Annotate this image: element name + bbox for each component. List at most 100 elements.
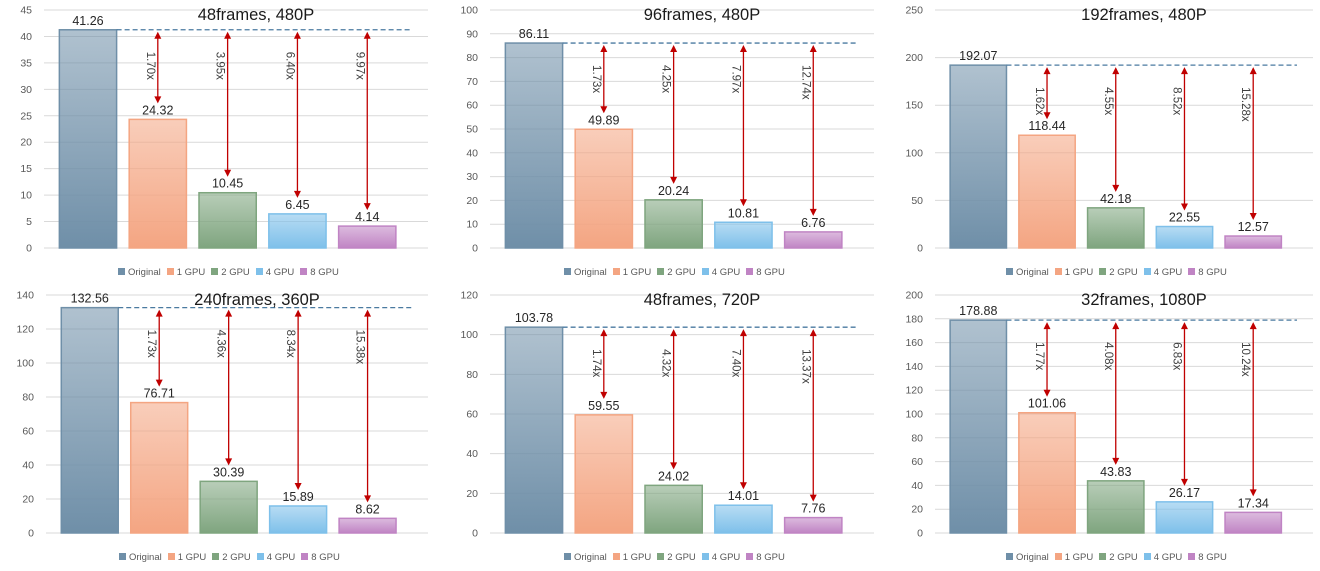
speedup-label: 15.28x <box>1239 87 1251 122</box>
legend-label: 1 GPU <box>622 552 652 563</box>
chart-title: 32frames, 1080P <box>1081 291 1207 309</box>
speedup-label: 4.32x <box>660 349 672 377</box>
arrow-head-down <box>1112 184 1120 192</box>
speedup-label: 3.95x <box>214 52 226 80</box>
speedup-label: 9.97x <box>353 52 365 80</box>
y-tick-label: 180 <box>905 313 923 325</box>
legend-item-original: Original <box>564 552 607 563</box>
bar-value-label: 10.45 <box>212 177 243 191</box>
legend-swatch <box>1099 268 1107 275</box>
y-tick-label: 250 <box>905 5 923 17</box>
speedup-label: 4.08x <box>1102 342 1114 370</box>
legend-swatch <box>256 553 264 560</box>
legend-swatch <box>212 553 220 560</box>
arrow-head-down <box>809 208 817 216</box>
arrow-head-down <box>1043 389 1051 397</box>
arrow-head-up <box>225 309 233 317</box>
y-tick-label: 0 <box>917 528 923 540</box>
y-tick-label: 30 <box>20 84 32 96</box>
y-tick-label: 60 <box>466 100 478 112</box>
bar-gpu2 <box>1086 480 1145 534</box>
bar-gpu8 <box>337 225 397 249</box>
legend-swatch <box>746 268 754 275</box>
bar-gpu4 <box>268 505 328 534</box>
arrow-head-up <box>363 31 371 39</box>
y-tick-label: 120 <box>16 324 34 336</box>
arrow-head-up <box>1112 67 1120 75</box>
arrow-head-down <box>1112 457 1120 465</box>
chart-legend: Original 1 GPU 2 GPU 4 GPU 8 GPU <box>118 267 345 281</box>
arrow-head-down <box>739 199 747 207</box>
chart-legend: Original 1 GPU 2 GPU 4 GPU 8 GPU <box>564 552 791 566</box>
speedup-label: 13.37x <box>799 349 811 384</box>
arrow-head-down <box>224 169 232 177</box>
legend-swatch <box>119 553 126 560</box>
y-tick-label: 90 <box>466 28 478 40</box>
arrow-head-up <box>739 45 747 53</box>
y-tick-label: 25 <box>20 110 32 122</box>
bar-gpu1 <box>1018 134 1076 249</box>
legend-label: 4 GPU <box>1153 552 1183 563</box>
legend-label: Original <box>129 552 162 563</box>
bar-value-label: 86.11 <box>519 27 549 41</box>
y-tick-label: 200 <box>905 290 923 302</box>
y-tick-label: 150 <box>905 100 923 112</box>
y-tick-label: 50 <box>911 195 923 207</box>
speedup-label: 1.73x <box>590 65 602 93</box>
bar-gpu8 <box>1224 235 1283 249</box>
arrow-head-up <box>670 45 678 53</box>
y-tick-label: 60 <box>466 409 478 421</box>
legend-swatch <box>1054 553 1062 560</box>
speedup-label: 12.74x <box>799 65 811 100</box>
arrow-head-down <box>670 176 678 184</box>
legend-label: Original <box>1016 552 1049 563</box>
y-tick-label: 60 <box>911 456 923 468</box>
bar-value-label: 10.81 <box>728 206 759 220</box>
bar-value-label: 103.78 <box>515 311 553 325</box>
legend-swatch <box>167 553 175 560</box>
speedup-label: 6.83x <box>1170 342 1182 370</box>
legend-label: 4 GPU <box>265 267 295 278</box>
legend-label: 8 GPU <box>1198 267 1227 278</box>
legend-label: 2 GPU <box>221 267 250 278</box>
legend-item-gpu1: 1 GPU <box>166 267 205 278</box>
chart-title: 48frames, 720P <box>644 291 760 309</box>
y-tick-label: 40 <box>466 448 478 460</box>
speedup-label: 1.74x <box>590 349 602 377</box>
y-tick-label: 0 <box>28 528 34 540</box>
bar-gpu2 <box>644 199 703 249</box>
legend-label: 1 GPU <box>1064 267 1094 278</box>
bar-value-label: 118.44 <box>1028 119 1065 133</box>
bar-value-label: 6.76 <box>801 216 825 230</box>
y-tick-label: 0 <box>472 243 478 255</box>
chart-title: 96frames, 480P <box>644 6 760 24</box>
bar-value-label: 59.55 <box>588 399 619 413</box>
bar-original <box>949 319 1008 534</box>
y-tick-label: 0 <box>917 243 923 255</box>
legend-swatch <box>255 268 263 275</box>
bar-gpu8 <box>338 517 397 534</box>
arrow-head-up <box>154 31 162 39</box>
bar-value-label: 4.14 <box>355 210 379 224</box>
arrow-head-down <box>1180 203 1188 211</box>
arrow-head-down <box>1043 112 1051 120</box>
legend-item-gpu2: 2 GPU <box>1099 552 1138 563</box>
bar-gpu2 <box>1086 207 1145 249</box>
y-tick-label: 80 <box>911 432 923 444</box>
chart-2: 0 10 20 30 40 50 60 70 80 90 100 86.11 49.89 20.24 10.… <box>460 5 874 255</box>
y-tick-label: 0 <box>472 528 478 540</box>
legend-label: 1 GPU <box>1064 552 1094 563</box>
speedup-label: 1.77x <box>1033 342 1045 370</box>
legend-item-gpu1: 1 GPU <box>612 552 652 563</box>
legend-item-gpu8: 8 GPU <box>1188 267 1227 278</box>
legend-item-gpu1: 1 GPU <box>1054 552 1094 563</box>
speedup-label: 1.73x <box>145 330 157 358</box>
legend-swatch <box>612 553 620 560</box>
chart-legend: Original 1 GPU 2 GPU 4 GPU 8 GPU <box>119 552 346 566</box>
y-tick-label: 100 <box>460 329 478 341</box>
y-tick-label: 40 <box>22 460 34 472</box>
arrow-head-down <box>600 106 608 114</box>
arrow-head-down <box>1249 489 1257 497</box>
legend-item-gpu2: 2 GPU <box>657 267 696 278</box>
chart-6: 0 20 40 60 80 100 120 140 160 180 200 178.88 101.06 4… <box>905 290 1313 540</box>
